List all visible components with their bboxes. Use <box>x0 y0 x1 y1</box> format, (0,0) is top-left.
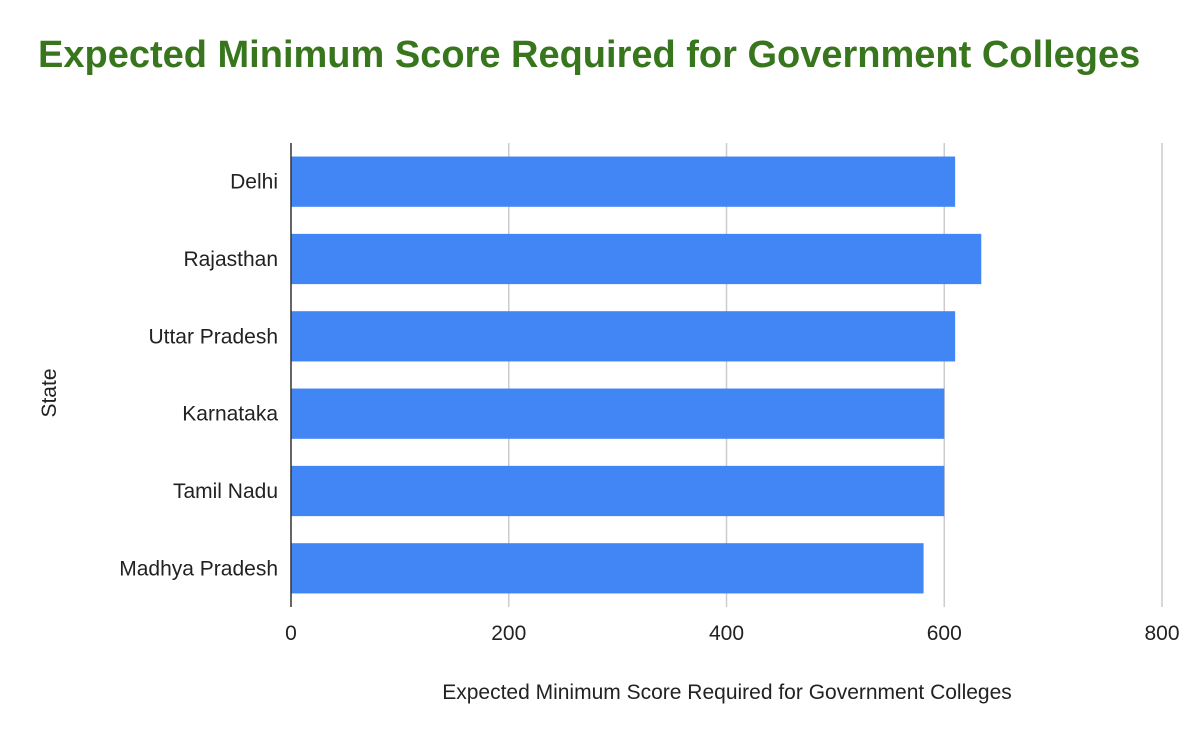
category-labels: Delhi Rajasthan Uttar Pradesh Karnataka Tami… <box>119 171 278 581</box>
x-tick-label-0: 0 <box>285 622 297 645</box>
x-tick-label-200: 200 <box>491 622 526 645</box>
x-tick-label-400: 400 <box>709 622 744 645</box>
gridlines <box>508 143 1163 607</box>
category-label-madhya-pradesh: Madhya Pradesh <box>119 557 278 580</box>
category-label-rajasthan: Rajasthan <box>183 248 278 271</box>
category-label-tamil-nadu: Tamil Nadu <box>173 480 278 503</box>
y-axis-title: State <box>38 368 61 417</box>
x-axis-title: Expected Minimum Score Required for Gove… <box>442 681 1012 704</box>
bar-rajasthan <box>291 233 982 285</box>
bar-karnataka <box>291 388 945 439</box>
bar-tamil-nadu <box>291 465 945 517</box>
bar-delhi <box>291 156 956 207</box>
category-label-karnataka: Karnataka <box>182 403 278 426</box>
bar-uttar-pradesh <box>291 311 956 362</box>
chart-title: Expected Minimum Score Required for Gove… <box>38 34 1141 76</box>
x-tick-label-800: 800 <box>1144 622 1179 645</box>
category-label-delhi: Delhi <box>230 171 278 194</box>
category-label-uttar-pradesh: Uttar Pradesh <box>148 325 278 348</box>
bar-madhya-pradesh <box>291 543 924 594</box>
bars <box>291 156 982 594</box>
x-tick-label-600: 600 <box>927 622 962 645</box>
x-tick-labels: 0 200 400 600 800 <box>285 622 1179 645</box>
